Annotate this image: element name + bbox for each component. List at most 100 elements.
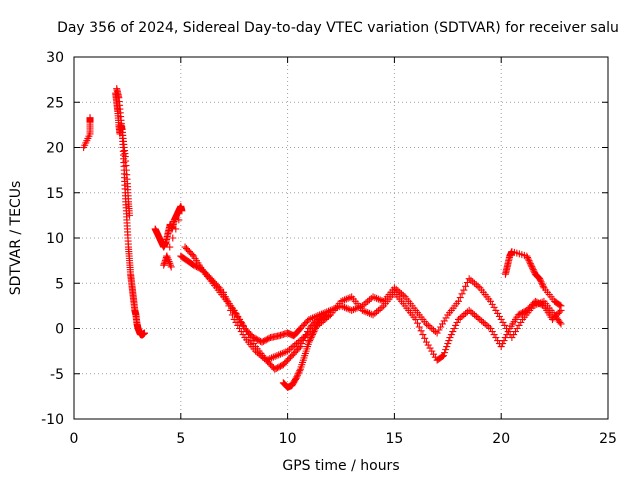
data-point	[325, 312, 333, 320]
data-point	[499, 318, 507, 326]
data-point	[497, 315, 505, 323]
data-point	[453, 318, 461, 326]
data-point	[497, 343, 505, 351]
data-point	[536, 276, 544, 284]
data-point	[490, 331, 498, 339]
data-point	[488, 328, 496, 336]
data-point	[349, 306, 357, 314]
y-tick-label: -10	[41, 412, 64, 428]
data-point	[295, 344, 303, 352]
data-point	[474, 282, 482, 290]
data-point	[230, 315, 238, 323]
chart-title: Day 356 of 2024, Sidereal Day-to-day VTE…	[57, 20, 619, 36]
data-point	[266, 355, 274, 363]
data-point	[430, 350, 438, 358]
data-point	[419, 331, 427, 339]
data-point	[307, 328, 315, 336]
data-point	[494, 337, 502, 345]
data-point	[446, 334, 454, 342]
data-point	[228, 311, 236, 319]
data-point	[426, 344, 434, 352]
data-point	[456, 314, 464, 322]
data-point	[438, 352, 446, 360]
data-point	[460, 286, 468, 294]
data-point	[476, 315, 484, 323]
data-points	[80, 85, 565, 391]
data-point	[365, 296, 373, 304]
data-point	[284, 347, 292, 355]
data-point	[294, 338, 302, 346]
data-point	[323, 308, 331, 316]
data-point	[289, 343, 297, 351]
data-point	[424, 321, 432, 329]
data-point	[309, 326, 317, 334]
data-point	[378, 297, 386, 305]
data-point	[524, 255, 532, 263]
data-point	[252, 347, 260, 355]
data-point	[500, 337, 508, 345]
data-point	[539, 282, 547, 290]
data-point	[278, 349, 286, 357]
data-point	[474, 314, 482, 322]
data-point	[422, 320, 430, 328]
grid-lines	[74, 57, 608, 419]
data-point	[414, 319, 422, 327]
data-point	[221, 293, 229, 301]
data-point	[342, 304, 350, 312]
data-point	[360, 307, 368, 315]
data-point	[440, 352, 448, 360]
data-point	[374, 306, 382, 314]
data-point	[307, 315, 315, 323]
y-tick-label: 15	[46, 186, 64, 202]
data-point	[166, 243, 174, 251]
data-point	[465, 275, 473, 283]
data-point	[255, 350, 263, 358]
data-point	[556, 318, 564, 326]
data-point	[469, 309, 477, 317]
data-point	[232, 318, 240, 326]
data-point	[454, 315, 462, 323]
data-point	[292, 374, 300, 382]
data-point	[342, 295, 350, 303]
x-axis-label: GPS time / hours	[282, 458, 399, 474]
data-point	[373, 308, 381, 316]
data-point	[529, 264, 537, 272]
data-point	[287, 344, 295, 352]
data-point	[188, 251, 196, 259]
data-point	[376, 296, 384, 304]
data-point	[494, 309, 502, 317]
data-point	[301, 332, 309, 340]
y-tick-label: 20	[46, 141, 64, 157]
data-point	[291, 341, 299, 349]
data-point	[467, 308, 475, 316]
data-point	[269, 353, 277, 361]
data-point	[435, 326, 443, 334]
data-point	[412, 315, 420, 323]
data-point	[126, 211, 134, 219]
data-point	[321, 315, 329, 323]
data-point	[376, 305, 384, 313]
data-point	[317, 318, 325, 326]
data-point	[524, 254, 532, 262]
data-point	[367, 310, 375, 318]
data-point	[492, 306, 500, 314]
x-tick-label: 20	[492, 431, 510, 447]
data-point	[86, 114, 94, 122]
data-point	[488, 300, 496, 308]
data-point	[369, 311, 377, 319]
data-point	[471, 311, 478, 319]
data-point	[280, 349, 288, 357]
data-point	[172, 225, 180, 233]
data-point	[485, 323, 493, 331]
data-point	[253, 349, 261, 357]
data-point	[467, 276, 475, 284]
x-tick-label: 0	[70, 431, 79, 447]
data-point	[460, 311, 468, 319]
data-point	[528, 263, 536, 271]
data-point	[527, 261, 535, 269]
data-point	[526, 260, 534, 268]
data-point	[374, 295, 382, 303]
data-point	[276, 350, 284, 358]
data-point	[458, 290, 466, 298]
data-point	[264, 355, 272, 363]
